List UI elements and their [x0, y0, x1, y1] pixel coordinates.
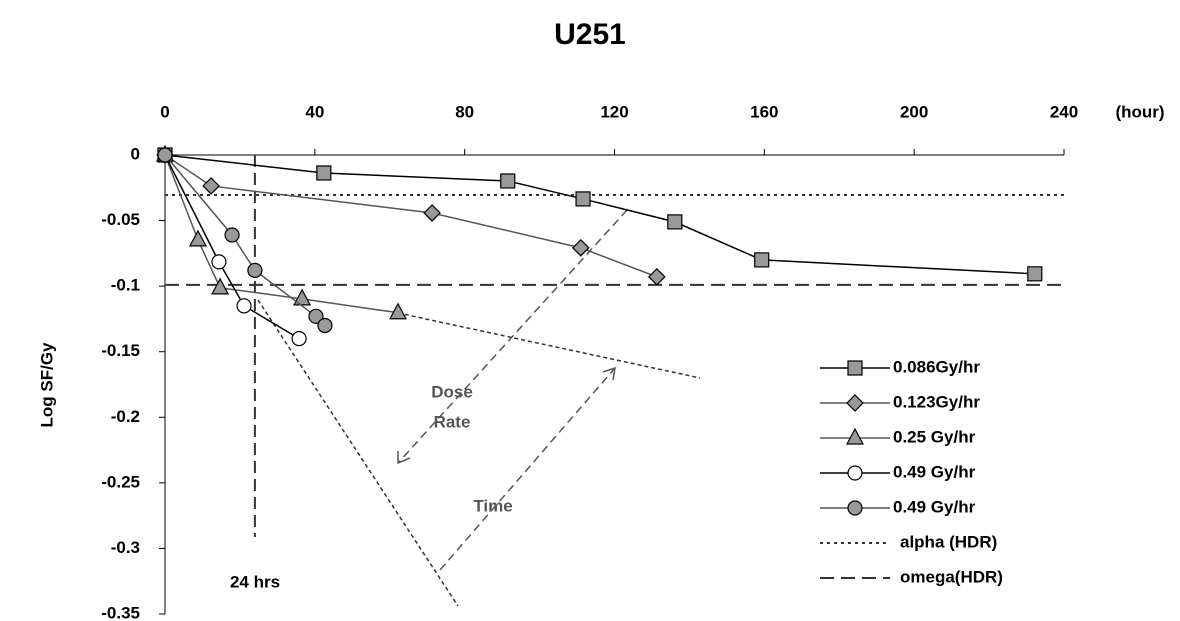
legend-label: 0.086Gy/hr	[893, 357, 980, 376]
x-axis-label: (hour)	[1115, 102, 1164, 121]
y-tick-label: -0.2	[111, 407, 140, 426]
marker	[317, 317, 333, 334]
annotation: Dose	[431, 382, 473, 401]
y-tick-label: -0.35	[101, 603, 140, 621]
marker	[1027, 266, 1043, 282]
y-tick-label: -0.25	[101, 472, 140, 491]
marker	[211, 277, 230, 295]
annotation: Time	[473, 496, 512, 515]
marker	[423, 204, 441, 222]
arrow-head	[602, 366, 616, 381]
marker	[188, 229, 207, 247]
arrow	[439, 367, 616, 571]
legend-marker	[846, 427, 864, 445]
marker	[647, 267, 666, 286]
x-tick-label: 240	[1050, 102, 1078, 121]
legend-label: omega(HDR)	[900, 567, 1003, 586]
y-tick-label: -0.05	[101, 210, 140, 229]
series-line	[164, 154, 300, 340]
marker	[575, 191, 591, 207]
chart-title: U251	[554, 18, 626, 51]
marker	[224, 227, 240, 243]
decorations	[257, 209, 701, 607]
marker	[754, 252, 770, 268]
legend-label: 0.123Gy/hr	[893, 392, 980, 411]
series-line	[164, 154, 1035, 275]
x-tick-label: 0	[160, 102, 169, 121]
guide-line	[257, 299, 459, 607]
legend-marker	[847, 360, 863, 376]
x-tick-label: 160	[750, 102, 778, 121]
legend-label: 0.49 Gy/hr	[893, 497, 976, 516]
marker	[316, 165, 332, 181]
x-tick-label: 80	[455, 102, 474, 121]
x-tick-label: 40	[305, 102, 324, 121]
marker	[247, 262, 263, 279]
legend-marker	[847, 500, 863, 516]
legend-marker	[846, 394, 864, 412]
legend-label: alpha (HDR)	[900, 532, 997, 551]
marker	[667, 214, 683, 230]
annotation: Rate	[434, 412, 471, 431]
vertical-line-label: 24 hrs	[230, 572, 280, 591]
y-tick-label: -0.3	[111, 538, 140, 557]
arrow	[397, 209, 628, 464]
guide-line	[397, 312, 701, 379]
legend-marker	[847, 465, 863, 481]
marker	[388, 302, 407, 320]
marker	[211, 254, 227, 270]
marker	[500, 173, 516, 189]
x-tick-label: 200	[900, 102, 928, 121]
marker	[291, 331, 307, 347]
y-tick-label: -0.1	[111, 276, 140, 295]
marker	[571, 239, 590, 257]
y-tick-label: -0.15	[101, 341, 140, 360]
y-tick-label: 0	[131, 144, 140, 163]
marker	[293, 288, 312, 306]
marker	[236, 298, 252, 314]
arrow-head	[397, 451, 411, 465]
y-axis-label: Log SF/Gy	[37, 342, 56, 428]
marker	[157, 147, 173, 163]
legend-label: 0.49 Gy/hr	[893, 462, 976, 481]
marker	[202, 177, 220, 195]
x-tick-label: 120	[600, 102, 628, 121]
marker	[308, 308, 324, 324]
legend-label: 0.25 Gy/hr	[893, 427, 976, 446]
